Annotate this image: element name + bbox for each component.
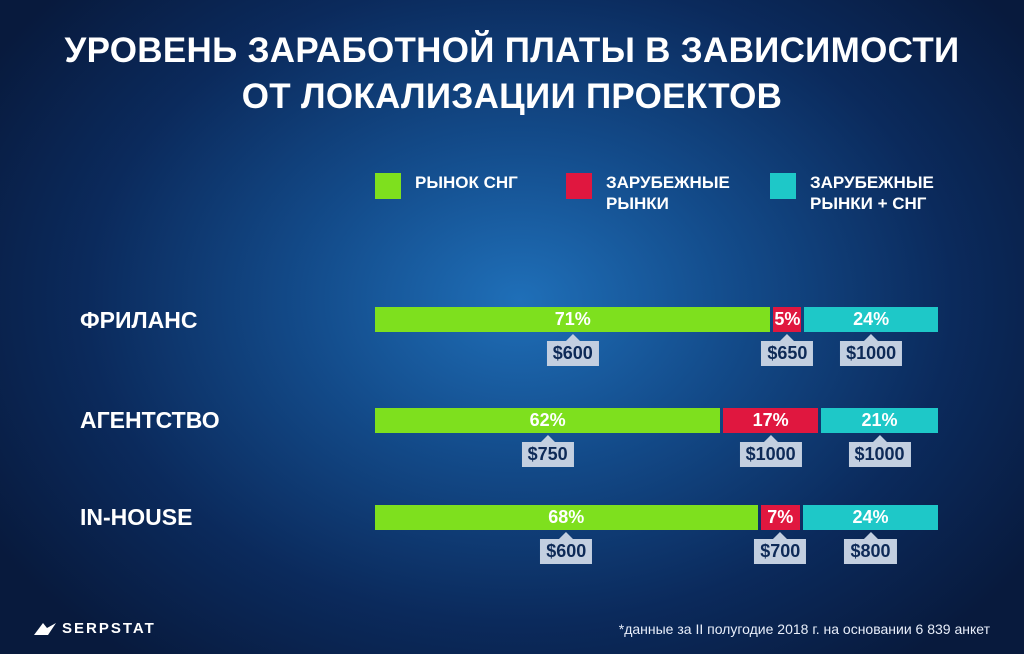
bar-segment: 24% bbox=[804, 307, 938, 332]
legend-item: ЗАРУБЕЖНЫЕ РЫНКИ bbox=[566, 172, 730, 214]
serpstat-logo: SERPSTAT bbox=[34, 620, 156, 637]
bar-segment: 17% bbox=[723, 408, 819, 433]
salary-tag: $800 bbox=[844, 532, 897, 564]
legend-swatch bbox=[566, 173, 592, 199]
category-label: IN-HOUSE bbox=[80, 504, 193, 530]
bar-segment: 68% bbox=[375, 505, 758, 530]
legend-label: РЫНОК СНГ bbox=[415, 173, 518, 192]
salary-tag: $650 bbox=[761, 334, 814, 366]
logo-text: SERPSTAT bbox=[62, 620, 156, 637]
footnote: *данные за II полугодие 2018 г. на основ… bbox=[618, 621, 990, 637]
salary-tag: $1000 bbox=[739, 435, 802, 467]
chart-title-line-1: УРОВЕНЬ ЗАРАБОТНОЙ ПЛАТЫ В ЗАВИСИМОСТИ bbox=[64, 31, 960, 70]
salary-tag: $600 bbox=[546, 334, 599, 366]
serpstat-logo-icon bbox=[34, 622, 56, 635]
category-label: ФРИЛАНС bbox=[80, 307, 198, 333]
legend-label: ЗАРУБЕЖНЫЕ РЫНКИ bbox=[606, 173, 730, 213]
bar-segment: 24% bbox=[802, 505, 938, 530]
salary-tag: $1000 bbox=[848, 435, 911, 467]
chart-title: УРОВЕНЬ ЗАРАБОТНОЙ ПЛАТЫ В ЗАВИСИМОСТИ О… bbox=[0, 28, 1024, 120]
legend-label: ЗАРУБЕЖНЫЕ РЫНКИ + СНГ bbox=[810, 173, 934, 213]
bar-segment: 71% bbox=[375, 307, 771, 332]
chart-title-line-2: ОТ ЛОКАЛИЗАЦИИ ПРОЕКТОВ bbox=[241, 77, 783, 116]
category-label: АГЕНТСТВО bbox=[80, 407, 220, 433]
legend-item: РЫНОК СНГ bbox=[375, 172, 518, 199]
legend-item: ЗАРУБЕЖНЫЕ РЫНКИ + СНГ bbox=[770, 172, 934, 214]
legend-swatch bbox=[375, 173, 401, 199]
bar-segment: 62% bbox=[375, 408, 721, 433]
bar-segment: 7% bbox=[760, 505, 800, 530]
salary-tag: $600 bbox=[540, 532, 593, 564]
bar-segment: 21% bbox=[821, 408, 938, 433]
legend-swatch bbox=[770, 173, 796, 199]
salary-tag: $750 bbox=[521, 435, 574, 467]
salary-tag: $700 bbox=[754, 532, 807, 564]
bar-segment: 5% bbox=[773, 307, 802, 332]
salary-tag: $1000 bbox=[840, 334, 903, 366]
